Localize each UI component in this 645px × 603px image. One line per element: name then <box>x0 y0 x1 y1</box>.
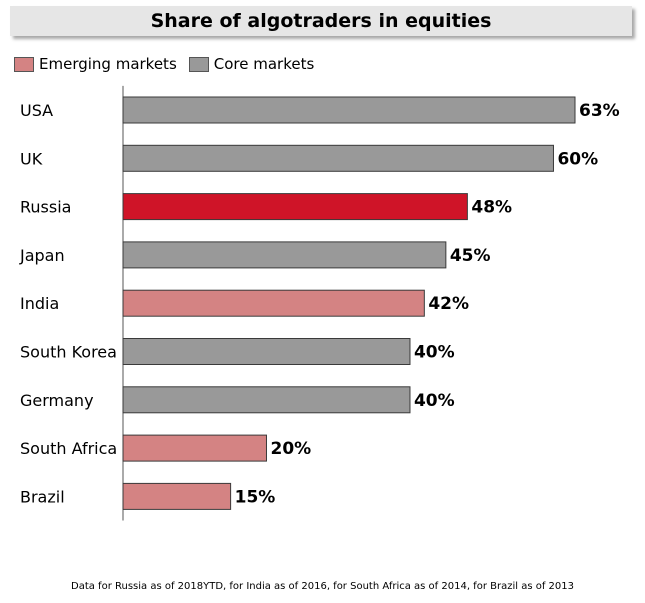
legend-swatch-emerging <box>14 56 34 72</box>
bar <box>122 144 554 172</box>
bar <box>122 289 425 317</box>
data-label: 45% <box>450 246 491 266</box>
bar <box>122 193 468 221</box>
data-label: 48% <box>471 198 512 218</box>
data-label: 42% <box>428 294 469 314</box>
data-label: 40% <box>414 391 455 411</box>
legend-label-emerging: Emerging markets <box>39 55 177 73</box>
footnote: Data for Russia as of 2018YTD, for India… <box>71 581 574 592</box>
legend-item-emerging: Emerging markets <box>14 55 177 73</box>
data-label: 63% <box>579 101 620 121</box>
category-label: South Korea <box>20 343 117 362</box>
bar <box>122 241 447 269</box>
data-label: 15% <box>235 487 276 507</box>
bar <box>122 482 232 510</box>
data-label: 20% <box>270 439 311 459</box>
bar <box>122 386 411 414</box>
chart-title: Share of algotraders in equities <box>150 10 492 32</box>
category-label: Russia <box>20 198 71 217</box>
category-label: USA <box>20 101 53 120</box>
chart-title-banner: Share of algotraders in equities <box>10 6 632 36</box>
legend: Emerging markets Core markets <box>14 54 326 74</box>
legend-item-core: Core markets <box>188 55 315 73</box>
data-label: 60% <box>557 149 598 169</box>
bar-chart: USA 63% UK 60% Russia 48% Japan 45% India 42% Sout… <box>19 85 620 521</box>
category-label: UK <box>20 149 43 168</box>
bar <box>122 434 267 462</box>
category-label: India <box>20 294 59 313</box>
bar <box>122 96 576 124</box>
category-label: South Africa <box>20 439 117 458</box>
category-label: Brazil <box>20 487 65 506</box>
data-label: 40% <box>414 343 455 363</box>
legend-label-core: Core markets <box>213 55 315 73</box>
legend-swatch-core <box>188 56 209 72</box>
category-label: Japan <box>19 246 65 265</box>
bar <box>122 338 411 365</box>
category-label: Germany <box>20 391 94 410</box>
